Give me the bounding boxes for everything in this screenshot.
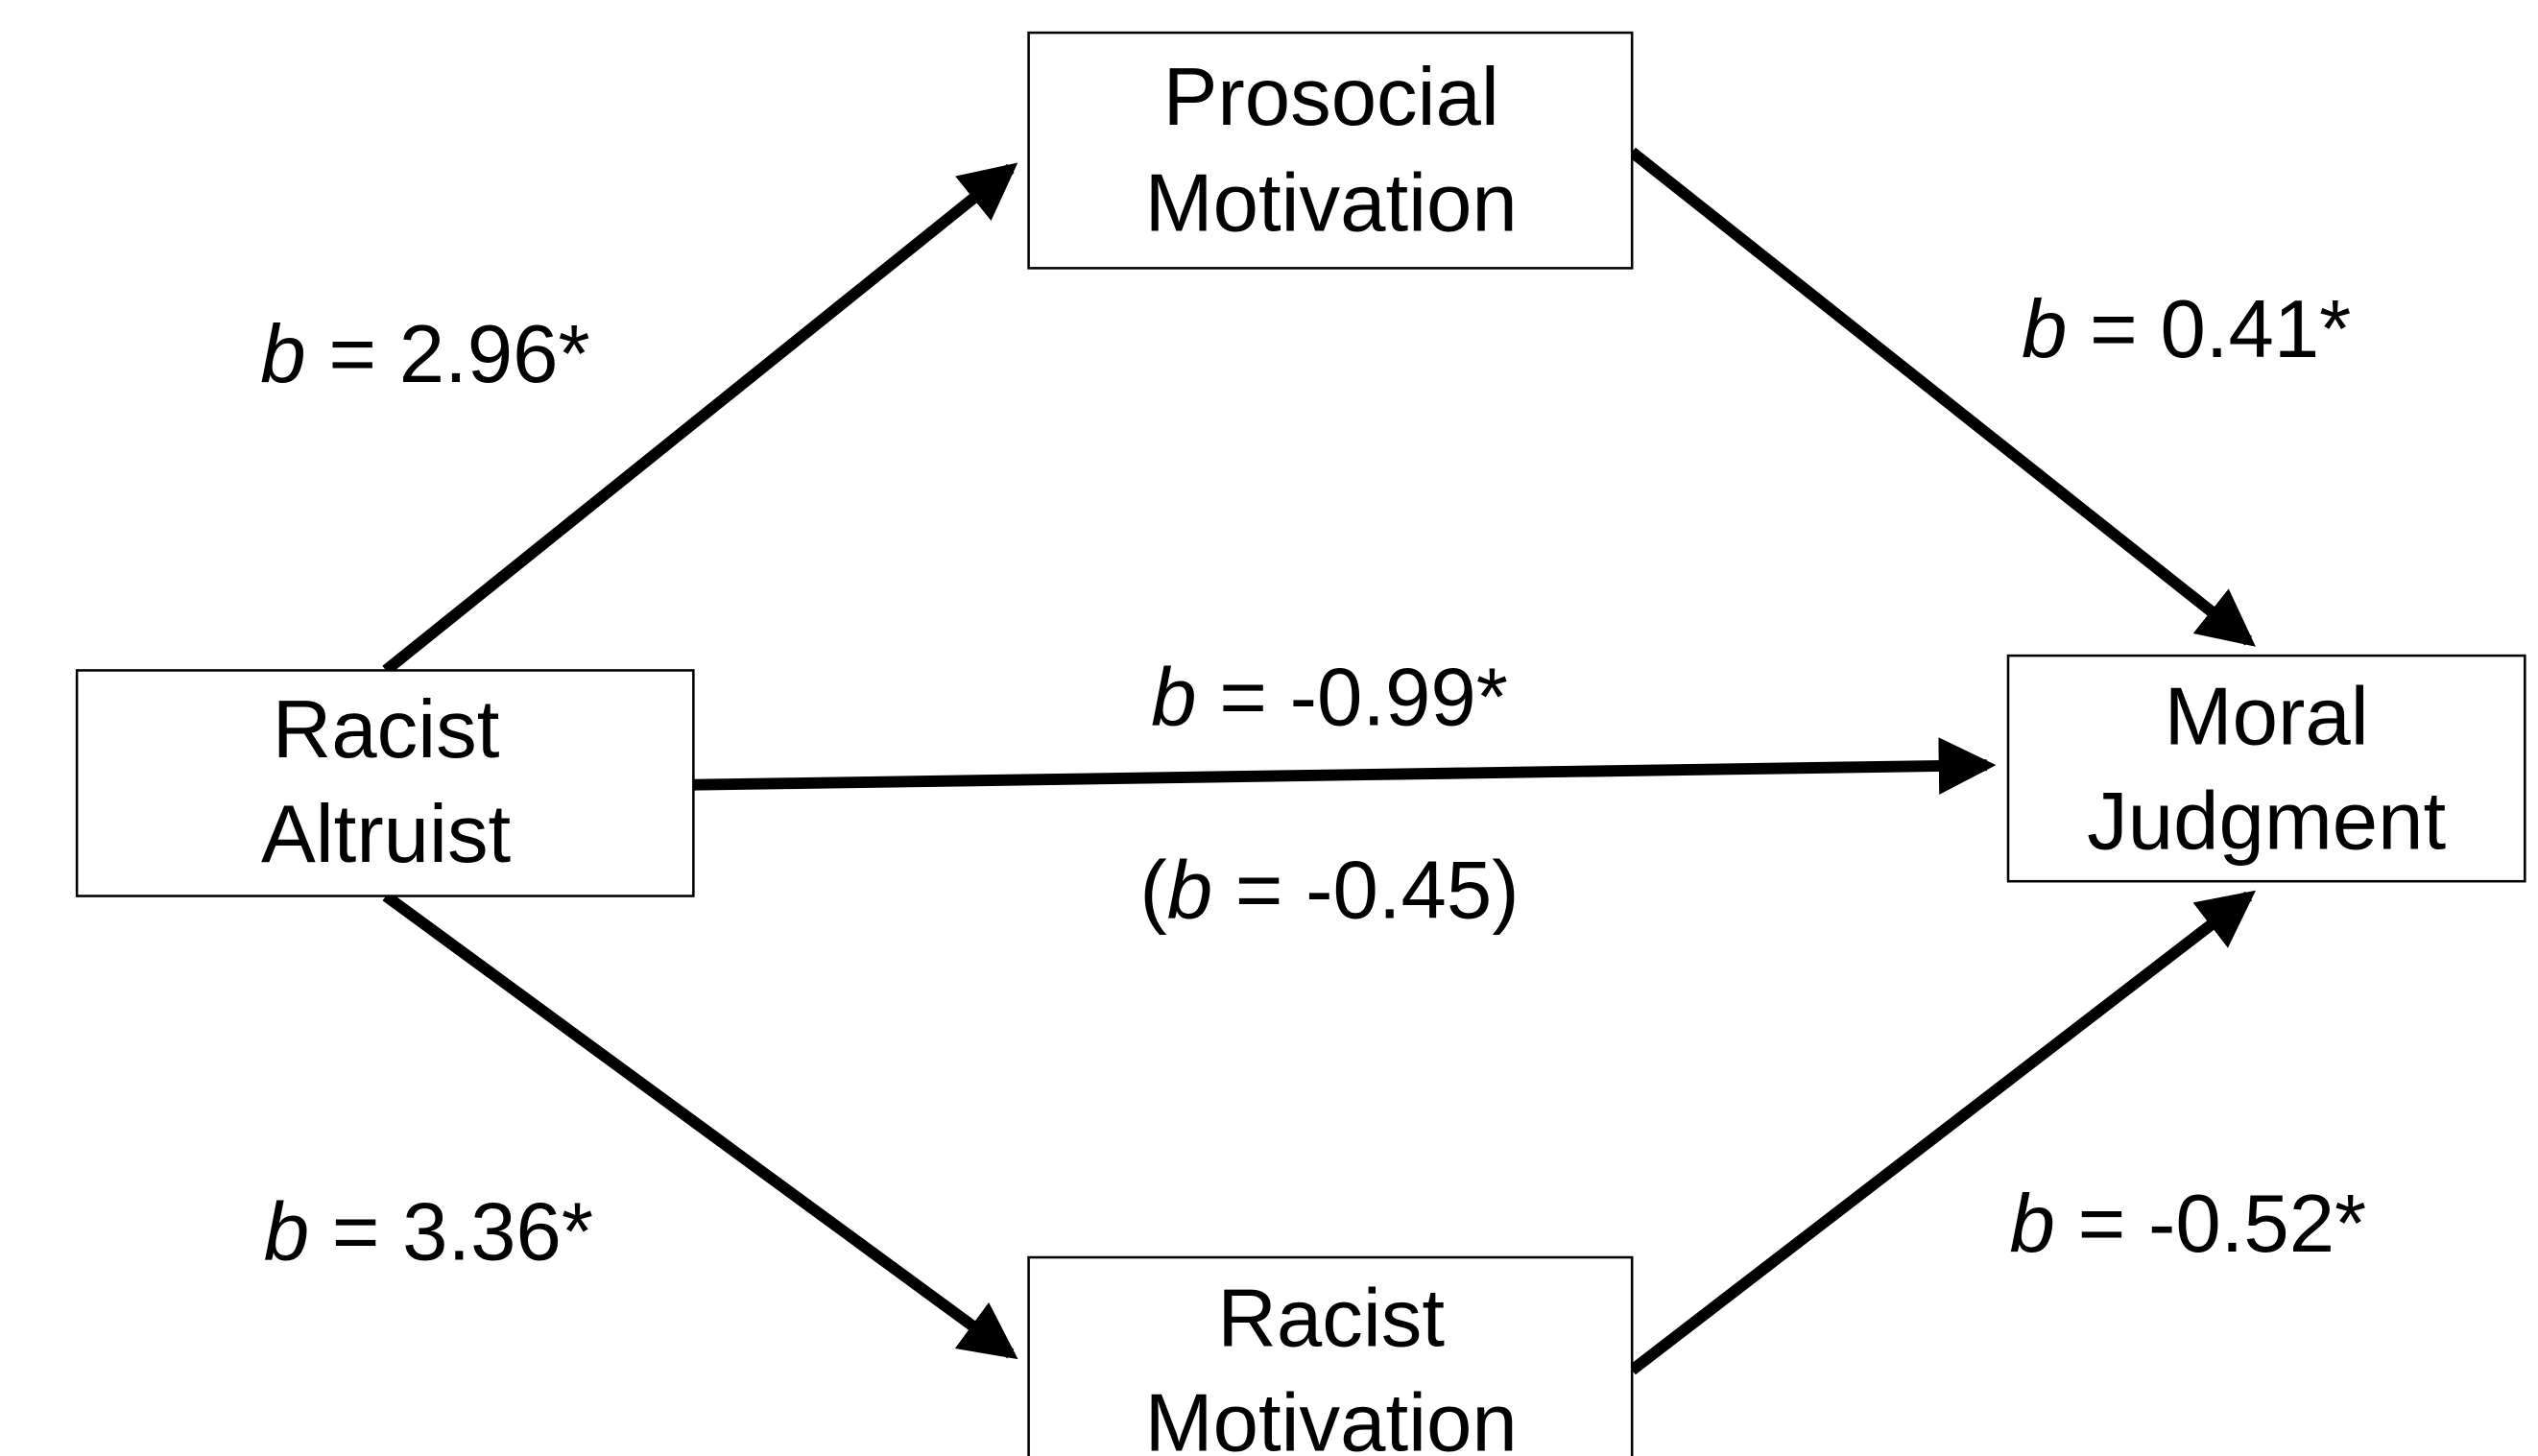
edge-label-symbol: b bbox=[1167, 845, 1212, 936]
edge-label: b = -0.52* bbox=[2010, 1179, 2367, 1270]
edge-label-text: = 0.41* bbox=[2067, 284, 2351, 375]
edge-label-symbol: b bbox=[2010, 1179, 2055, 1270]
edge-label-text: = -0.45) bbox=[1212, 845, 1520, 936]
edge-label-symbol: b bbox=[2022, 284, 2067, 375]
edge-label-text: = 3.36* bbox=[309, 1186, 593, 1277]
edge-label: b = -0.99* bbox=[1151, 652, 1508, 743]
node-box bbox=[75, 669, 695, 897]
node-box bbox=[2006, 654, 2526, 883]
edge-label-symbol: b bbox=[264, 1186, 309, 1277]
node-box bbox=[1027, 31, 1634, 270]
edge-label: b = 2.96* bbox=[260, 308, 589, 399]
node-label: Moral bbox=[2165, 671, 2369, 762]
arrow bbox=[382, 162, 1018, 676]
edge-label-text: = 2.96* bbox=[306, 308, 590, 399]
arrow bbox=[1628, 890, 2256, 1375]
node-label: Judgment bbox=[2087, 776, 2446, 867]
node-label: Motivation bbox=[1145, 158, 1518, 250]
edge-label: b = 3.36* bbox=[264, 1186, 593, 1277]
node-label: Altruist bbox=[261, 789, 512, 880]
node-label: Prosocial bbox=[1163, 52, 1499, 143]
arrow bbox=[693, 737, 1997, 795]
node-label: Motivation bbox=[1145, 1377, 1518, 1456]
edge-label-symbol: b bbox=[260, 308, 305, 399]
edge-label-text: = -0.99* bbox=[1197, 652, 1508, 743]
node-label: Racist bbox=[273, 684, 500, 776]
node-label: Racist bbox=[1217, 1273, 1445, 1364]
edge-label-symbol: b bbox=[1151, 652, 1196, 743]
edge-label-text: ( bbox=[1139, 845, 1166, 936]
edge-label: b = 0.41* bbox=[2022, 284, 2351, 375]
node-box bbox=[1027, 1255, 1634, 1456]
arrow bbox=[1628, 147, 2256, 647]
edge-sublabel: (b = -0.45) bbox=[1139, 845, 1519, 936]
arrow bbox=[382, 891, 1018, 1360]
edge-label-text: = -0.52* bbox=[2055, 1179, 2366, 1270]
